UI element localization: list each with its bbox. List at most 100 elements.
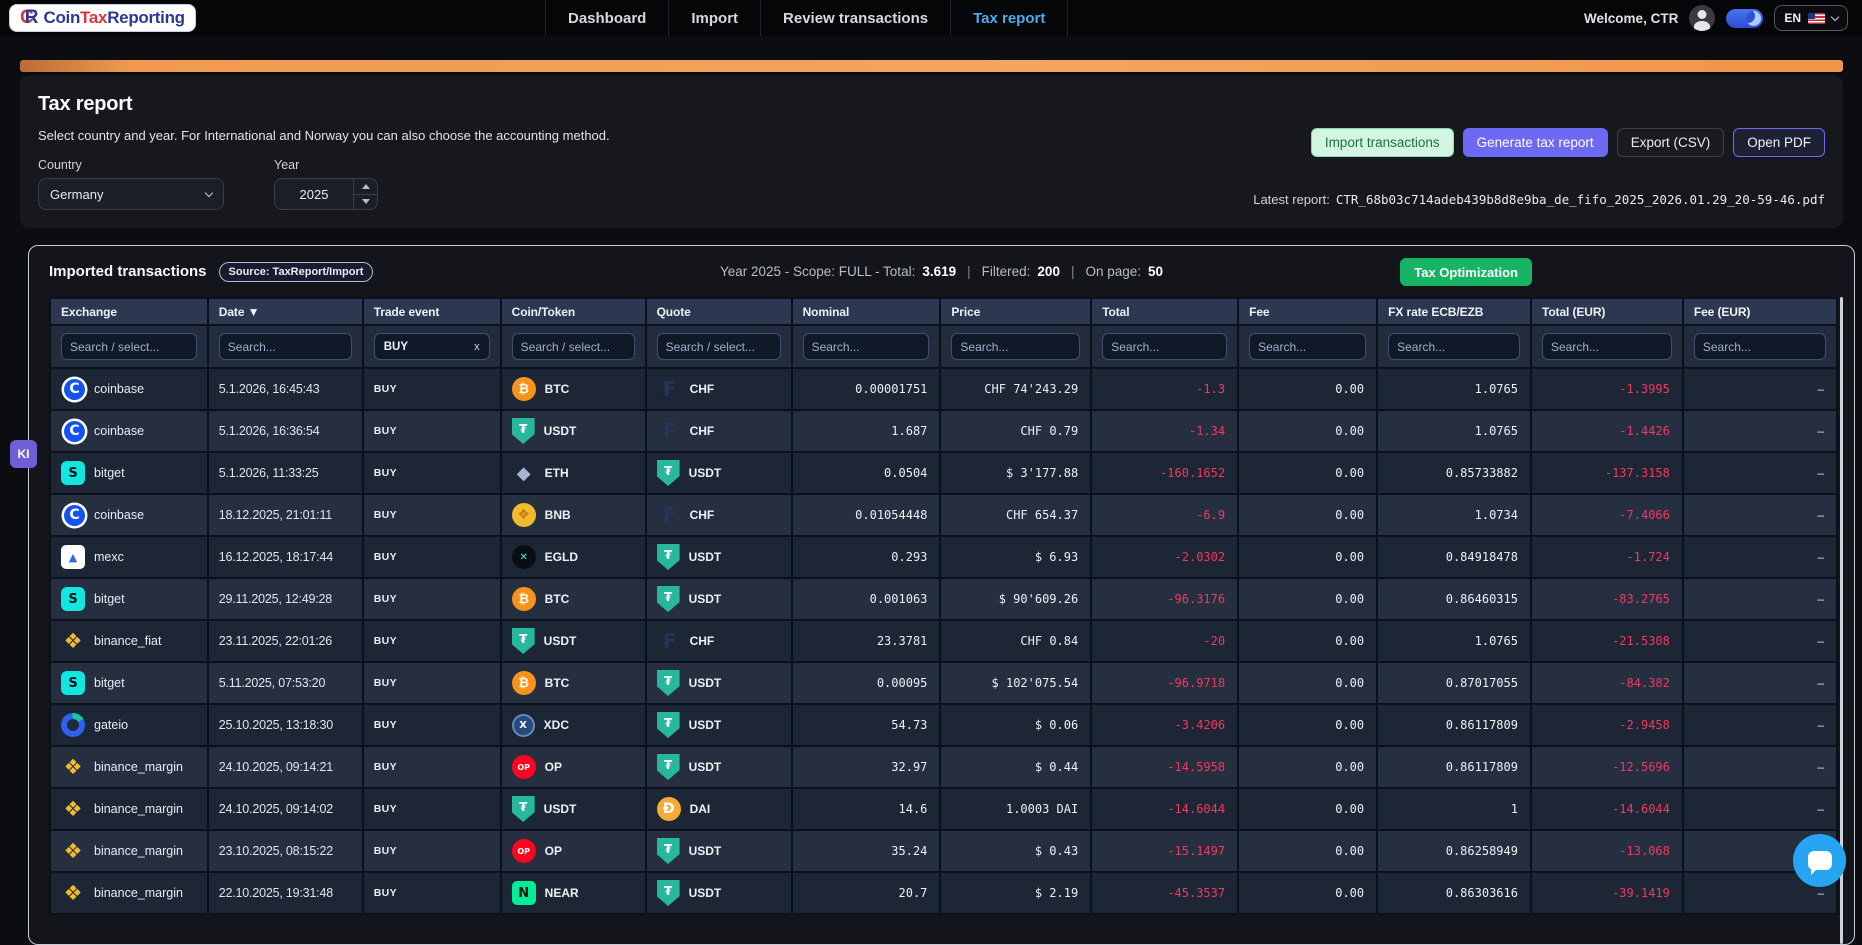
binance-icon: ❖ [61, 629, 85, 653]
latest-report-line: Latest report: CTR_68b03c714adeb439b8d8e… [1253, 192, 1825, 207]
fx-rate-cell: 1.0765 [1377, 410, 1531, 452]
total-cell: -96.3176 [1091, 578, 1238, 620]
filter-coin-input[interactable] [512, 333, 635, 360]
ki-assistant-tab[interactable]: KI [10, 440, 37, 468]
col-total[interactable]: Total [1091, 298, 1238, 325]
col-nominal[interactable]: Nominal [792, 298, 941, 325]
col-price[interactable]: Price [940, 298, 1091, 325]
filter-fx-input[interactable] [1388, 333, 1520, 360]
latest-report-label: Latest report: [1253, 192, 1330, 207]
year-increment-button[interactable] [354, 179, 377, 194]
btc-icon: ₿ [512, 377, 536, 401]
total-eur-cell: -14.6044 [1531, 788, 1683, 830]
chat-bubble-icon [1808, 851, 1832, 870]
quote-cell: ₮USDT [646, 662, 792, 704]
country-select[interactable]: Germany [38, 178, 224, 210]
fee-cell: 0.00 [1238, 452, 1377, 494]
filter-price-input[interactable] [951, 333, 1080, 360]
filter-total-input[interactable] [1102, 333, 1227, 360]
usdt-icon: ₮ [657, 754, 680, 780]
quote-cell: ₮USDT [646, 536, 792, 578]
quote-name: CHF [690, 508, 715, 522]
col-coin-token[interactable]: Coin/Token [501, 298, 646, 325]
chevron-down-icon [1831, 12, 1839, 20]
coin-name: USDT [544, 802, 577, 816]
nominal-cell: 0.293 [792, 536, 941, 578]
filter-exchange-input[interactable] [61, 333, 197, 360]
nav-tax-report[interactable]: Tax report [950, 0, 1068, 36]
quote-name: USDT [689, 760, 722, 774]
language-select[interactable]: EN [1774, 5, 1848, 31]
nominal-cell: 20.7 [792, 872, 941, 914]
fx-rate-cell: 0.86303616 [1377, 872, 1531, 914]
dark-mode-toggle[interactable] [1726, 9, 1763, 28]
year-decrement-button[interactable] [354, 194, 377, 210]
filter-fee-input[interactable] [1249, 333, 1366, 360]
filter-trade-event-chip[interactable]: BUY x [374, 333, 490, 360]
nominal-cell: 54.73 [792, 704, 941, 746]
user-avatar-icon[interactable] [1689, 5, 1715, 31]
coin-name: OP [545, 760, 562, 774]
open-pdf-button[interactable]: Open PDF [1733, 128, 1825, 157]
generate-tax-report-button[interactable]: Generate tax report [1463, 128, 1608, 157]
table-panel-header: Imported transactions Source: TaxReport/… [29, 246, 1854, 297]
fee-cell: 0.00 [1238, 368, 1377, 410]
coin-cell: ₿ BTC [501, 368, 646, 410]
total-eur-cell: -12.5696 [1531, 746, 1683, 788]
table-row: ▲mexc 16.12.2025, 18:17:44 BUY ✕EGLD ₮US… [50, 536, 1837, 578]
quote-cell: ₮USDT [646, 872, 792, 914]
usdt-icon: ₮ [657, 670, 680, 696]
trade-event-cell: BUY [363, 410, 501, 452]
nav-review-transactions[interactable]: Review transactions [760, 0, 950, 36]
filter-row: BUY x [50, 325, 1837, 368]
quote-name: USDT [689, 718, 722, 732]
coin-name: USDT [544, 634, 577, 648]
op-icon: OP [512, 839, 536, 863]
fx-rate-cell: 1 [1377, 788, 1531, 830]
latest-report-filename[interactable]: CTR_68b03c714adeb439b8d8e9ba_de_fifo_202… [1336, 192, 1825, 207]
nominal-cell: 1.687 [792, 410, 941, 452]
col-total-eur[interactable]: Total (EUR) [1531, 298, 1683, 325]
fee-eur-cell: – [1683, 536, 1837, 578]
col-fee[interactable]: Fee [1238, 298, 1377, 325]
import-transactions-button[interactable]: Import transactions [1311, 128, 1454, 157]
chat-widget-button[interactable] [1793, 834, 1846, 887]
col-date[interactable]: Date ▼ [208, 298, 363, 325]
nav-import[interactable]: Import [668, 0, 760, 36]
usdt-icon: ₮ [657, 544, 680, 570]
nav-dashboard[interactable]: Dashboard [545, 0, 668, 36]
total-eur-cell: -1.724 [1531, 536, 1683, 578]
col-trade-event[interactable]: Trade event [363, 298, 501, 325]
filter-total-eur-input[interactable] [1542, 333, 1672, 360]
quote-name: CHF [690, 382, 715, 396]
filter-quote-input[interactable] [657, 333, 781, 360]
exchange-name: bitget [94, 676, 125, 690]
date-cell: 25.10.2025, 13:18:30 [208, 704, 363, 746]
col-fx-rate[interactable]: FX rate ECB/EZB [1377, 298, 1531, 325]
tax-optimization-button[interactable]: Tax Optimization [1400, 258, 1532, 286]
col-fee-eur[interactable]: Fee (EUR) [1683, 298, 1837, 325]
total-cell: -14.5958 [1091, 746, 1238, 788]
clear-filter-icon[interactable]: x [474, 341, 480, 353]
year-input[interactable]: 2025 [274, 178, 378, 210]
page-title: Tax report [38, 93, 1825, 116]
nominal-cell: 0.01054448 [792, 494, 941, 536]
coin-name: BTC [545, 382, 570, 396]
filter-date-input[interactable] [219, 333, 352, 360]
total-cell: -45.3537 [1091, 872, 1238, 914]
coin-cell: ₮USDT [501, 620, 646, 662]
col-exchange[interactable]: Exchange [50, 298, 208, 325]
moon-icon [1746, 11, 1761, 26]
col-quote[interactable]: Quote [646, 298, 792, 325]
trade-event-cell: BUY [363, 662, 501, 704]
filter-nominal-input[interactable] [803, 333, 930, 360]
export-csv-button[interactable]: Export (CSV) [1617, 128, 1725, 157]
exchange-name: coinbase [94, 424, 144, 438]
gateio-icon [61, 713, 85, 737]
bitget-icon: S [61, 461, 85, 485]
filter-fee-eur-input[interactable] [1694, 333, 1826, 360]
usdt-icon: ₮ [657, 460, 680, 486]
